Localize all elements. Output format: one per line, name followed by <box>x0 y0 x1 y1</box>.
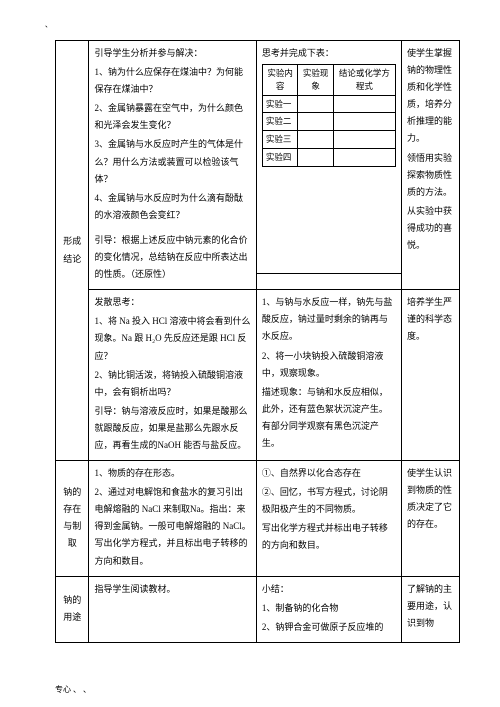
p: 使学生掌握钠的物理性质和化学性质，培养分析推理的能力。 <box>407 45 454 148</box>
p: 引导学生分析并参与解决： <box>94 45 250 62</box>
p: 4、金属钠与水反应时为什么滴有酚酞的水溶液颜色会变红？ <box>94 190 250 224</box>
th: 结论或化学方程式 <box>333 65 395 96</box>
row2-col1: 1、物质的存在形态。 2、通过对电解饱和食盐水的复习引出电解熔融的 NaCl 来… <box>89 461 256 577</box>
th: 实验内容 <box>262 65 297 96</box>
section-label-3: 钠的用途 <box>56 576 89 642</box>
p: 2、通过对电解饱和食盐水的复习引出电解熔融的 NaCl 来制取Na。指出：来得到… <box>94 484 250 569</box>
p: ②、回忆，书写方程式，讨论阴极阳极产生的不同物质。 <box>262 484 396 518</box>
page: 形成 结论 引导学生分析并参与解决： 1、钠为什么应保存在煤油中？为何能保存在煤… <box>0 0 500 663</box>
p: 2、金属钠暴露在空气中，为什么颜色和光泽会发生变化？ <box>94 100 250 134</box>
p: 指导学生阅读教材。 <box>94 581 250 598</box>
p: 引导：钠与溶液反应时，如果是酸那么就跟酸反应，如果是盐那么先跟水反应，再看生成的… <box>94 403 250 454</box>
section-label-2: 钠的存在 与制取 <box>56 461 89 577</box>
td: 实验四 <box>262 148 297 166</box>
row2-col2: ①、自然界以化合态存在 ②、回忆，书写方程式，讨论阴极阳极产生的不同物质。 写出… <box>256 461 401 577</box>
p: 写出化学方程式并标出电子转移的方向和数目。 <box>262 520 396 554</box>
p: 培养学生严谨的科学态度。 <box>407 294 454 345</box>
main-table: 形成 结论 引导学生分析并参与解决： 1、钠为什么应保存在煤油中？为何能保存在煤… <box>55 40 460 643</box>
p: 1、物质的存在形态。 <box>94 465 250 482</box>
p: 使学生认识到物质的性质决定了它的存在。 <box>407 465 454 533</box>
p: 从实验中获得成功的喜悦。 <box>407 203 454 254</box>
td: 实验三 <box>262 131 297 149</box>
row1-col1: 引导学生分析并参与解决： 1、钠为什么应保存在煤油中？为何能保存在煤油中？ 2、… <box>89 41 256 290</box>
row3-col1: 指导学生阅读教材。 <box>89 576 256 642</box>
section-label-1: 形成 结论 <box>56 41 89 461</box>
p: 引导：根据上述反应中钠元素的化合价的变化情况，总结钠在反应中所表达出的性质。（还… <box>94 232 250 283</box>
p: 2、钠比铜活泼，将钠投入硫酸铜溶液中，会有铜析出吗？ <box>94 367 250 401</box>
row1b-col2: 1、与钠与水反应一样，钠先与盐酸反应，钠过量时剩余的钠再与水反应。 2、将一小块… <box>256 290 401 461</box>
p: 2、钠钾合金可做原子反应堆的 <box>262 619 396 636</box>
p: 发散思考： <box>94 294 250 311</box>
row3-col3: 了解钠的主要用途，认识到物 <box>401 576 459 642</box>
row1b-col3: 培养学生严谨的科学态度。 <box>401 290 459 461</box>
inner-caption: 思考并完成下表： <box>262 45 396 62</box>
p: 2、将一小块钠投入硫酸铜溶液中，观察现象。 <box>262 348 396 382</box>
td: 实验二 <box>262 113 297 131</box>
p: 1、与钠与水反应一样，钠先与盐酸反应，钠过量时剩余的钠再与水反应。 <box>262 294 396 345</box>
inner-table: 实验内容 实验现象 结论或化学方程式 实验一 实验二 实验三 实验四 <box>262 64 396 167</box>
p: 3、金属钠与水反应时产生的气体是什么？用什么方法或装置可以检验该气体？ <box>94 136 250 187</box>
p: 描述现象：与钠和水反应相似，此外，还有蓝色絮状沉淀产生。有部分同学观察有黑色沉淀… <box>262 384 396 452</box>
row1-col2-top: 思考并完成下表： 实验内容 实验现象 结论或化学方程式 实验一 实验二 实验三 … <box>256 41 401 274</box>
th: 实验现象 <box>298 65 333 96</box>
footer: 专心 、 、 <box>55 684 91 695</box>
p: 1、将 Na 投入 HCl 溶液中将会看到什么现象。Na 跟 H₂O 先反应还是… <box>94 313 250 364</box>
p: 了解钠的主要用途，认识到物 <box>407 581 454 632</box>
p: ①、自然界以化合态存在 <box>262 465 396 482</box>
row2-col3: 使学生认识到物质的性质决定了它的存在。 <box>401 461 459 577</box>
p: 领悟用实验探索物质性质的方法。 <box>407 150 454 201</box>
p: 1、制备钠的化合物 <box>262 600 396 617</box>
p: 1、钠为什么应保存在煤油中？为何能保存在煤油中？ <box>94 64 250 98</box>
td: 实验一 <box>262 95 297 113</box>
row1b-col1: 发散思考： 1、将 Na 投入 HCl 溶液中将会看到什么现象。Na 跟 H₂O… <box>89 290 256 461</box>
row1-col3: 使学生掌握钠的物理性质和化学性质，培养分析推理的能力。 领悟用实验探索物质性质的… <box>401 41 459 290</box>
p: 小结： <box>262 581 396 598</box>
top-marker: 、 <box>45 20 52 30</box>
row3-col2: 小结： 1、制备钠的化合物 2、钠钾合金可做原子反应堆的 <box>256 576 401 642</box>
row1-col2-empty <box>256 274 401 290</box>
